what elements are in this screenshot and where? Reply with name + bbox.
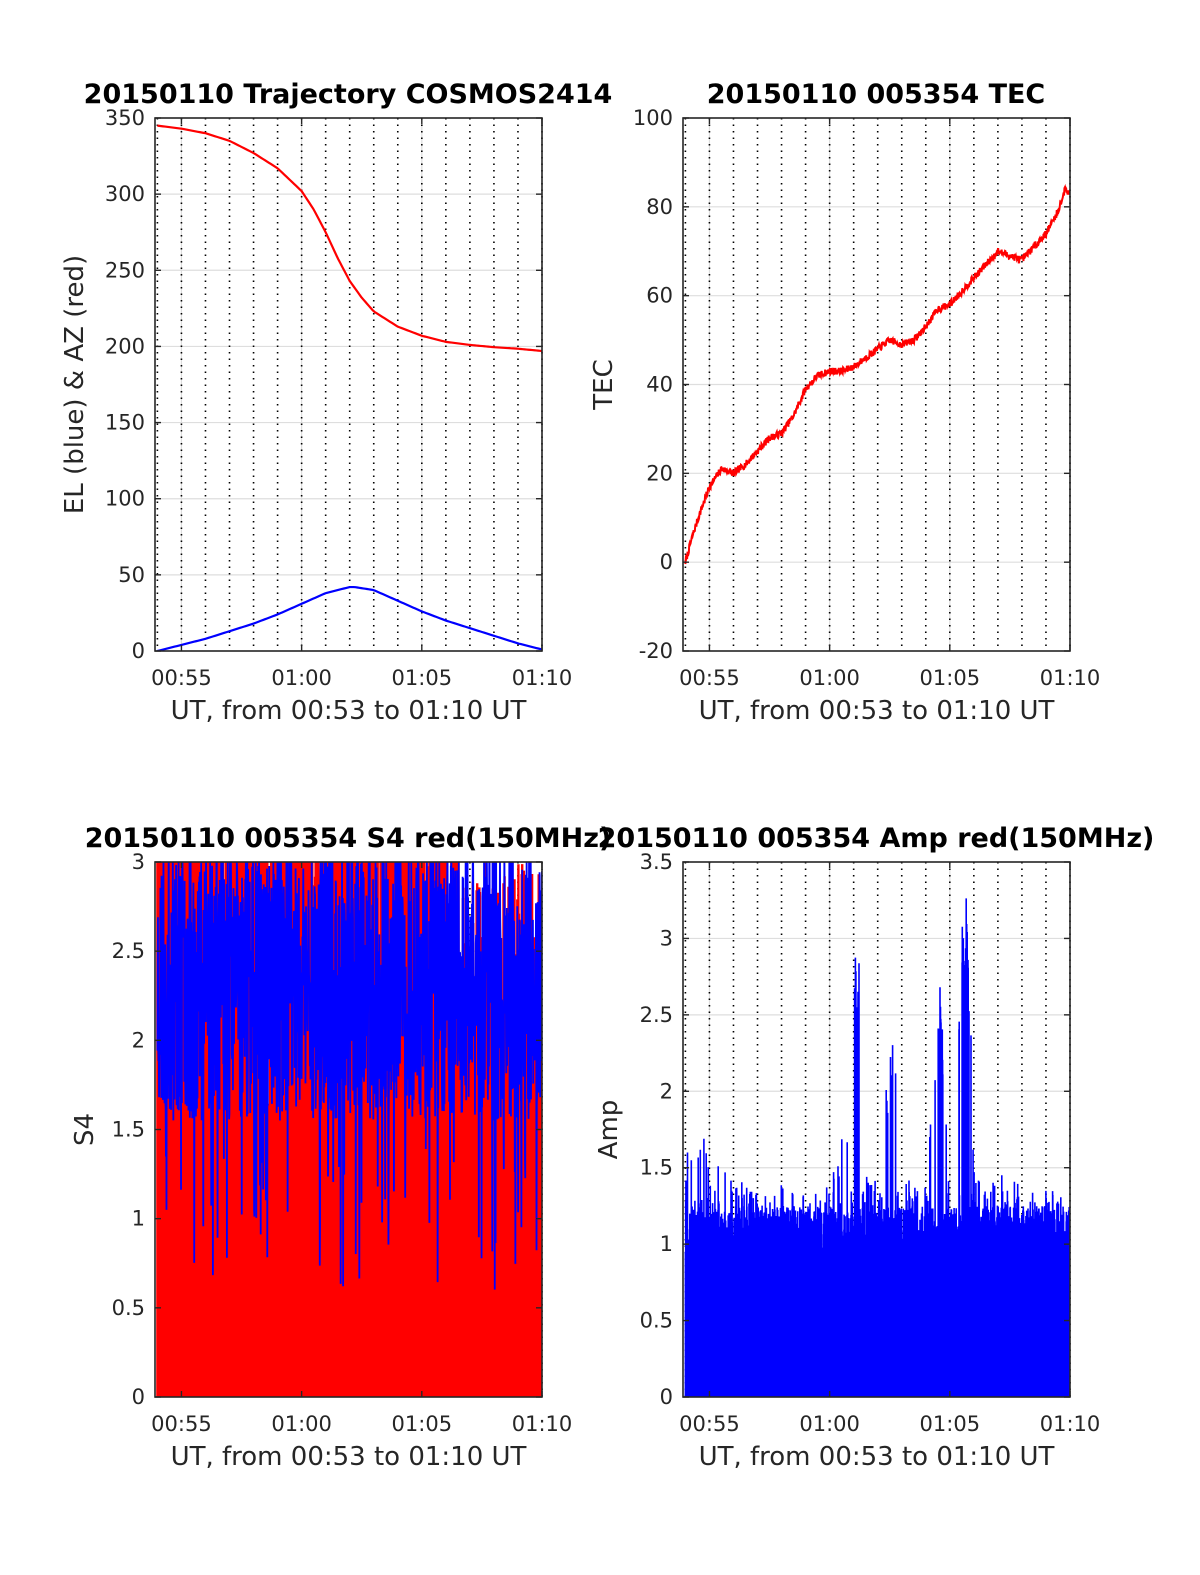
y-tick-label: 40 <box>646 373 673 397</box>
chart-title: 20150110 Trajectory COSMOS2414 <box>84 79 613 110</box>
y-axis-label: Amp <box>594 1100 624 1160</box>
y-tick-label: 300 <box>105 182 145 206</box>
y-tick-label: 350 <box>105 106 145 130</box>
x-tick-label: 01:05 <box>392 1412 453 1436</box>
y-tick-label: 1 <box>660 1232 673 1256</box>
y-tick-label: -20 <box>639 639 673 663</box>
panel-s4: 0 0.5 1 1.5 2 2.5 3 00:55 01:00 01:05 01:10 2015011… <box>70 823 611 1472</box>
y-axis-label: TEC <box>589 359 619 410</box>
x-tick-label: 01:00 <box>271 1412 332 1436</box>
chart-title: 20150110 005354 S4 red(150MHz) <box>85 823 612 854</box>
chart-title: 20150110 005354 Amp red(150MHz) <box>598 823 1155 854</box>
x-tick-label: 00:55 <box>151 666 212 690</box>
y-tick-label: 250 <box>105 258 145 282</box>
y-tick-label: 0 <box>132 639 145 663</box>
series-tec-line <box>684 183 1070 565</box>
x-tick-label: 01:00 <box>271 666 332 690</box>
x-tick-label: 01:10 <box>1040 666 1101 690</box>
x-tick-label: 01:05 <box>920 1412 981 1436</box>
y-tick-label: 1.5 <box>640 1156 673 1180</box>
panel-trajectory: 0 50 100 150 200 250 300 350 00:55 01:00 01:05 01:1… <box>60 79 612 726</box>
y-tick-label: 80 <box>646 195 673 219</box>
y-tick-label: 2.5 <box>112 939 145 963</box>
x-tick-label: 00:55 <box>679 1412 740 1436</box>
y-tick-label: 200 <box>105 334 145 358</box>
y-tick-label: 2 <box>132 1028 145 1052</box>
series-s4-blue <box>156 862 542 1290</box>
y-tick-label: 60 <box>646 284 673 308</box>
y-tick-label: 0 <box>132 1385 145 1409</box>
y-tick-label: 50 <box>118 563 145 587</box>
x-tick-label: 01:10 <box>512 666 573 690</box>
x-tick-label: 01:00 <box>799 1412 860 1436</box>
x-tick-label: 01:10 <box>1040 1412 1101 1436</box>
panel-tec: -20 0 20 40 60 80 100 00:55 01:00 01:05 01:10 20150… <box>589 79 1100 726</box>
x-tick-label: 01:05 <box>392 666 453 690</box>
series-el-line <box>157 585 542 651</box>
y-tick-label: 2.5 <box>640 1003 673 1027</box>
series-group <box>157 124 542 651</box>
panel-amp: 0 0.5 1 1.5 2 2.5 3 3.5 00:55 01:00 01:05 01:10 2015… <box>594 823 1154 1472</box>
series-group <box>684 898 1070 1397</box>
x-tick-label: 01:00 <box>799 666 860 690</box>
y-tick-label: 20 <box>646 461 673 485</box>
plot-area <box>155 118 542 651</box>
series-group <box>684 183 1070 565</box>
chart-title: 20150110 005354 TEC <box>707 79 1046 110</box>
y-axis-label: S4 <box>70 1113 100 1146</box>
x-tick-label: 00:55 <box>151 1412 212 1436</box>
series-group <box>156 862 542 1397</box>
y-tick-label: 3 <box>660 926 673 950</box>
x-tick-label: 01:05 <box>920 666 981 690</box>
y-tick-label: 0 <box>660 550 673 574</box>
x-tick-label: 00:55 <box>679 666 740 690</box>
y-axis-label: EL (blue) & AZ (red) <box>60 255 90 514</box>
y-tick-label: 100 <box>633 106 673 130</box>
x-axis-label: UT, from 00:53 to 01:10 UT <box>171 1442 527 1472</box>
x-tick-label: 01:10 <box>512 1412 573 1436</box>
axes-frame <box>154 117 543 652</box>
y-tick-label: 2 <box>660 1079 673 1103</box>
y-tick-label: 100 <box>105 487 145 511</box>
series-amp-blue <box>684 898 1070 1397</box>
y-tick-label: 0 <box>660 1385 673 1409</box>
x-axis-label: UT, from 00:53 to 01:10 UT <box>699 696 1055 726</box>
series-az-line <box>157 124 542 353</box>
y-tick-label: 0.5 <box>112 1296 145 1320</box>
y-tick-label: 0.5 <box>640 1309 673 1333</box>
y-tick-label: 3 <box>132 850 145 874</box>
y-tick-label: 150 <box>105 411 145 435</box>
y-tick-label: 1.5 <box>112 1118 145 1142</box>
x-axis-label: UT, from 00:53 to 01:10 UT <box>699 1442 1055 1472</box>
axes-frame <box>682 861 1071 1398</box>
y-tick-label: 1 <box>132 1207 145 1231</box>
x-axis-label: UT, from 00:53 to 01:10 UT <box>171 696 527 726</box>
y-tick-label: 3.5 <box>640 850 673 874</box>
